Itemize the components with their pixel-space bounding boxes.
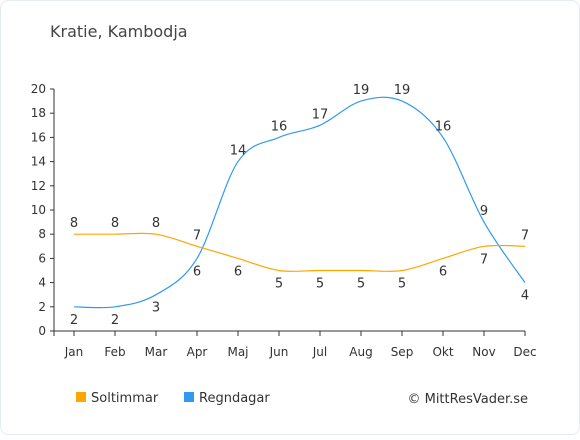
y-tick-label: 16 xyxy=(31,130,46,144)
y-tick-label: 12 xyxy=(31,179,46,193)
data-label-soltimmar: 6 xyxy=(439,264,447,279)
x-tick-label: Jun xyxy=(269,345,289,359)
series-line-soltimmar xyxy=(74,232,526,272)
x-tick-label: Aug xyxy=(349,345,372,359)
data-label-soltimmar: 8 xyxy=(70,216,78,231)
data-label-regndagar: 14 xyxy=(230,144,247,159)
data-label-soltimmar: 5 xyxy=(316,277,324,292)
data-label-regndagar: 17 xyxy=(312,107,329,122)
data-label-soltimmar: 8 xyxy=(152,216,160,231)
y-tick-label: 18 xyxy=(31,106,46,120)
data-label-regndagar: 3 xyxy=(152,301,160,316)
data-label-soltimmar: 5 xyxy=(275,277,283,292)
data-label-soltimmar: 7 xyxy=(480,252,488,267)
x-tick-label: Apr xyxy=(187,345,208,359)
plot-area: 0 2 4 6 8 10 12 14 16 18 20 Jan Feb Mar Apr Maj Jun Jul Au… xyxy=(31,82,537,359)
legend: Soltimmar Regndagar xyxy=(76,391,270,406)
y-tick-label: 2 xyxy=(38,300,46,314)
legend-swatch-regndagar xyxy=(184,392,194,402)
data-label-regndagar: 9 xyxy=(480,204,488,219)
chart-title: Kratie, Kambodja xyxy=(50,22,188,41)
x-tick-label: Okt xyxy=(432,345,453,359)
data-label-regndagar: 19 xyxy=(353,83,370,98)
data-label-soltimmar: 5 xyxy=(398,277,406,292)
y-tick-label: 8 xyxy=(38,227,46,241)
series-line-regndagar xyxy=(73,96,526,309)
x-tick-label: Feb xyxy=(104,345,125,359)
data-label-soltimmar: 6 xyxy=(234,264,242,279)
data-label-soltimmar: 8 xyxy=(111,216,119,231)
data-label-regndagar: 19 xyxy=(394,83,411,98)
y-tick-label: 14 xyxy=(31,155,46,169)
data-label-soltimmar: 7 xyxy=(193,228,201,243)
x-tick-label: Jan xyxy=(64,345,84,359)
data-label-regndagar: 6 xyxy=(193,264,201,279)
x-tick-label: Sep xyxy=(391,345,414,359)
data-label-regndagar: 2 xyxy=(70,313,78,328)
data-label-regndagar: 16 xyxy=(435,119,452,134)
data-label-soltimmar: 7 xyxy=(521,228,529,243)
y-tick-label: 20 xyxy=(31,82,46,96)
data-label-regndagar: 2 xyxy=(111,313,119,328)
x-tick-label: Mar xyxy=(145,345,168,359)
legend-swatch-soltimmar xyxy=(76,392,86,402)
legend-label-regndagar: Regndagar xyxy=(199,391,270,406)
y-tick-label: 0 xyxy=(38,324,46,338)
y-tick-label: 10 xyxy=(31,203,46,217)
y-tick-label: 4 xyxy=(38,276,46,290)
data-label-soltimmar: 5 xyxy=(357,277,365,292)
x-tick-label: Maj xyxy=(227,345,248,359)
y-tick-label: 6 xyxy=(38,251,46,265)
legend-label-soltimmar: Soltimmar xyxy=(91,391,159,406)
data-label-regndagar: 4 xyxy=(521,289,529,304)
x-tick-label: Dec xyxy=(513,345,536,359)
x-tick-label: Nov xyxy=(472,345,495,359)
data-label-regndagar: 16 xyxy=(271,119,288,134)
x-tick-label: Jul xyxy=(312,345,327,359)
copyright-text: © MittResVader.se xyxy=(407,392,528,407)
